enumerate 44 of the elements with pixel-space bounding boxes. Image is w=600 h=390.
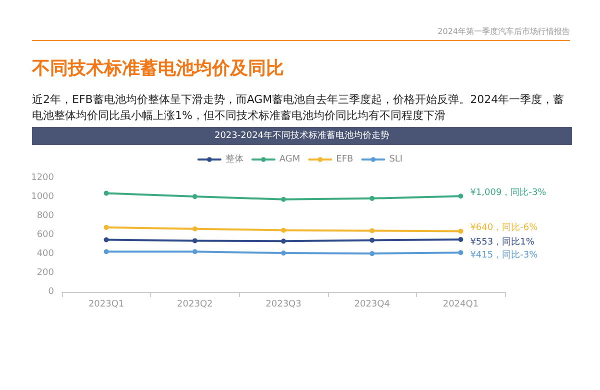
y-tick-label: 1200: [31, 173, 54, 183]
point: [104, 224, 109, 230]
text: 2024年第一季度汽车后市场行情报告: [438, 26, 570, 37]
point: [192, 249, 198, 254]
point: [281, 238, 286, 244]
point: [458, 250, 464, 256]
x-tick-label: 2023Q2: [177, 300, 213, 310]
point: [281, 196, 286, 202]
point: [104, 249, 109, 254]
x-tick-label: 2023Q3: [266, 300, 302, 310]
point: [192, 238, 198, 244]
legend-label: AGM: [279, 154, 300, 164]
y-tick-label: 400: [36, 249, 54, 259]
chart-subtitle: 近2年，EFB蓄电池均价整体呈下滑走势，而AGM蓄电池自去年三季度起，价格开始反弹。2024年一季度，蓄电池整体均价同比虽小幅上涨1%，但不同技术标准蓄电池均价同比均有不同程度下滑: [32, 92, 566, 124]
y-tick-label: 0: [48, 287, 54, 297]
point: [458, 228, 464, 234]
x-tick-label: 2024Q1: [442, 300, 479, 310]
legend-label: SLI: [389, 154, 403, 164]
data-label: ¥553，同比1%: [470, 236, 535, 248]
text: 2023-2024年不同技术标准蓄电池均价走势: [32, 127, 572, 145]
point: [370, 228, 375, 234]
point: [281, 250, 286, 256]
legend-label: 整体: [225, 154, 244, 164]
point: [104, 237, 109, 242]
point: [458, 194, 464, 199]
point: [370, 238, 375, 243]
data-label: ¥640，同比-6%: [470, 222, 538, 234]
data-label: ¥415，同比-3%: [470, 250, 538, 261]
x-tick-label: 2023Q1: [88, 300, 124, 310]
y-tick-label: 200: [36, 268, 54, 278]
data-label: ¥1,009，同比-3%: [470, 187, 547, 198]
point: [370, 251, 375, 256]
point: [192, 194, 198, 200]
point: [281, 228, 286, 233]
y-tick-label: 1000: [31, 192, 54, 202]
y-tick-label: 600: [36, 230, 54, 240]
x-tick-label: 2023Q4: [354, 300, 390, 310]
point: [458, 236, 464, 242]
point: [104, 190, 109, 196]
point: [192, 226, 198, 232]
point: [370, 196, 375, 201]
chart-title: 不同技术标准蓄电池均价及同比: [32, 57, 284, 80]
legend-label: EFB: [336, 154, 354, 164]
y-tick-label: 800: [36, 211, 54, 221]
